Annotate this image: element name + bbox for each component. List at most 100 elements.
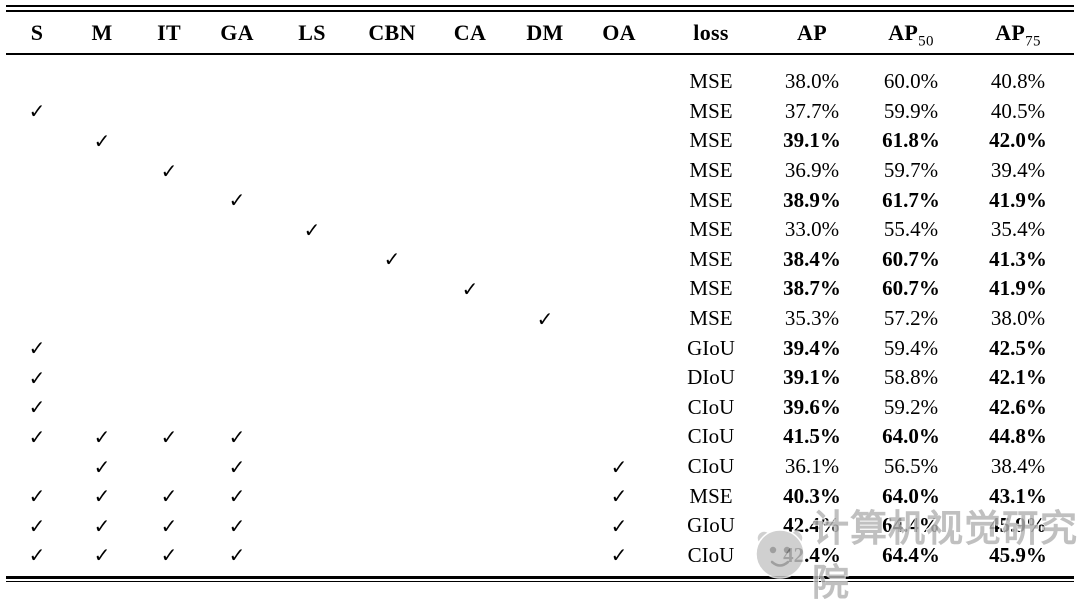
cell-ap50: 61.7% [882, 187, 940, 212]
cell-ap75: 41.3% [989, 246, 1047, 271]
cell-ap: 38.7% [783, 276, 841, 301]
cell-ap: 35.3% [784, 306, 840, 331]
cell-ap: 39.1% [783, 365, 841, 390]
cell-ap50: 61.8% [882, 128, 940, 153]
cell-ap: 38.0% [784, 69, 840, 94]
cell-ap50: 64.0% [882, 483, 940, 508]
table-row: ✓ MSE 38.9% 61.7% 41.9% [6, 185, 1074, 215]
cell-ap75: 44.8% [989, 424, 1047, 449]
cell-ap: 36.1% [784, 454, 840, 479]
check-icon: ✓ [160, 543, 178, 568]
table-row: ✓ MSE 39.1% 61.8% 42.0% [6, 126, 1074, 156]
column-header-ca: CA [453, 19, 487, 45]
cell-m: ✓ [68, 425, 136, 449]
check-icon: ✓ [303, 217, 321, 242]
check-icon: ✓ [93, 543, 111, 568]
check-icon: ✓ [93, 513, 111, 538]
check-icon: ✓ [28, 365, 46, 390]
cell-oa: ✓ [582, 455, 656, 479]
table-row: ✓ GIoU 39.4% 59.4% 42.5% [6, 333, 1074, 363]
cell-ap: 42.4% [783, 513, 841, 538]
cell-s: ✓ [6, 366, 68, 390]
cell-ap75: 38.4% [990, 454, 1046, 479]
cell-loss: MSE [689, 128, 733, 153]
check-icon: ✓ [610, 454, 628, 479]
check-icon: ✓ [228, 188, 246, 213]
table-body: MSE 38.0% 60.0% 40.8% ✓ MSE 37.7% 59.9% 40.5% ✓ MS… [6, 55, 1074, 576]
cell-s: ✓ [6, 514, 68, 538]
check-icon: ✓ [93, 128, 111, 153]
table-row: ✓ ✓ ✓ ✓ ✓ MSE 40.3% 64.0% 43.1% [6, 481, 1074, 511]
check-icon: ✓ [610, 513, 628, 538]
cell-it: ✓ [136, 425, 202, 449]
cell-s: ✓ [6, 395, 68, 419]
column-header-it: IT [157, 19, 181, 45]
check-icon: ✓ [228, 454, 246, 479]
table-row: ✓ ✓ ✓ ✓ CIoU 41.5% 64.0% 44.8% [6, 422, 1074, 452]
cell-it: ✓ [136, 543, 202, 567]
cell-dm: ✓ [508, 307, 582, 331]
check-icon: ✓ [536, 306, 554, 331]
cell-ap50: 60.7% [882, 246, 940, 271]
cell-loss: MSE [689, 246, 733, 271]
check-icon: ✓ [28, 99, 46, 124]
check-icon: ✓ [93, 454, 111, 479]
cell-ga: ✓ [202, 514, 272, 538]
cell-ap: 39.6% [783, 394, 841, 419]
cell-ls: ✓ [272, 218, 352, 242]
cell-m: ✓ [68, 129, 136, 153]
cell-cbn: ✓ [352, 247, 432, 271]
cell-ap50: 59.7% [883, 158, 939, 183]
cell-ap: 37.7% [784, 98, 840, 123]
check-icon: ✓ [610, 484, 628, 509]
cell-s: ✓ [6, 543, 68, 567]
check-icon: ✓ [160, 158, 178, 183]
cell-loss: GIoU [687, 513, 735, 538]
table-row: ✓ MSE 36.9% 59.7% 39.4% [6, 156, 1074, 186]
table-row: ✓ MSE 33.0% 55.4% 35.4% [6, 215, 1074, 245]
cell-ap75: 42.5% [989, 335, 1047, 360]
table-row: ✓ MSE 38.4% 60.7% 41.3% [6, 245, 1074, 275]
cell-ap: 39.4% [783, 335, 841, 360]
cell-ap: 38.4% [783, 246, 841, 271]
column-header-ap75: AP75 [995, 19, 1041, 49]
cell-m: ✓ [68, 543, 136, 567]
cell-oa: ✓ [582, 484, 656, 508]
cell-ga: ✓ [202, 455, 272, 479]
check-icon: ✓ [228, 543, 246, 568]
cell-ap: 38.9% [783, 187, 841, 212]
top-rule-inner [6, 10, 1074, 12]
paper-table-page: S M IT GA LS CBN CA DM OA loss AP AP50 AP75 MSE 38.0%… [6, 5, 1077, 604]
cell-m: ✓ [68, 484, 136, 508]
cell-s: ✓ [6, 425, 68, 449]
cell-ap75: 42.6% [989, 394, 1047, 419]
cell-loss: CIoU [687, 424, 735, 449]
cell-it: ✓ [136, 484, 202, 508]
table-row: ✓ DIoU 39.1% 58.8% 42.1% [6, 363, 1074, 393]
check-icon: ✓ [228, 484, 246, 509]
cell-oa: ✓ [582, 514, 656, 538]
cell-ap: 42.4% [783, 542, 841, 567]
cell-ap75: 35.4% [990, 217, 1046, 242]
cell-ca: ✓ [432, 277, 508, 301]
check-icon: ✓ [93, 484, 111, 509]
column-header-ap: AP [797, 19, 827, 45]
cell-ap75: 42.0% [989, 128, 1047, 153]
cell-ap75: 41.9% [989, 276, 1047, 301]
cell-ap50: 59.4% [883, 335, 939, 360]
check-icon: ✓ [28, 543, 46, 568]
check-icon: ✓ [28, 424, 46, 449]
table-row: ✓ MSE 35.3% 57.2% 38.0% [6, 304, 1074, 334]
check-icon: ✓ [28, 484, 46, 509]
cell-ap75: 41.9% [989, 187, 1047, 212]
check-icon: ✓ [160, 484, 178, 509]
cell-ap: 33.0% [784, 217, 840, 242]
check-icon: ✓ [93, 424, 111, 449]
check-icon: ✓ [160, 513, 178, 538]
cell-loss: MSE [689, 98, 733, 123]
cell-m: ✓ [68, 514, 136, 538]
check-icon: ✓ [461, 276, 479, 301]
table-row: ✓ ✓ ✓ ✓ ✓ GIoU 42.4% 64.4% 45.9% [6, 511, 1074, 541]
cell-ap50: 60.7% [882, 276, 940, 301]
column-header-cbn: CBN [368, 19, 416, 45]
